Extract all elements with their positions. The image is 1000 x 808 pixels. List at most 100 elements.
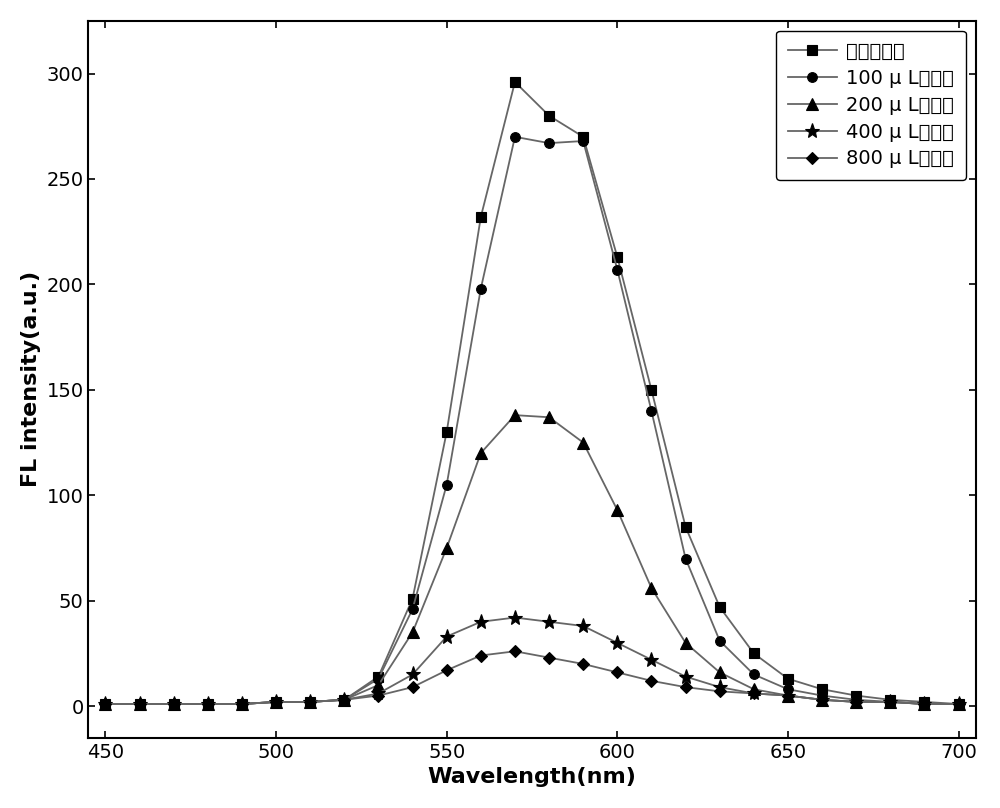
100 μ L绿原酸 [99, 699, 111, 709]
100 μ L绿原酸 [782, 684, 794, 694]
400 μ L绿原酸 [714, 682, 726, 692]
400 μ L绿原酸 [577, 621, 589, 631]
200 μ L绿原酸 [372, 680, 384, 690]
200 μ L绿原酸 [543, 412, 555, 422]
不加绿原酸 [236, 699, 248, 709]
400 μ L绿原酸 [134, 699, 146, 709]
200 μ L绿原酸 [884, 697, 896, 707]
400 μ L绿原酸 [168, 699, 180, 709]
100 μ L绿原酸 [475, 284, 487, 293]
Y-axis label: FL intensity(a.u.): FL intensity(a.u.) [21, 271, 41, 487]
不加绿原酸 [407, 594, 419, 604]
400 μ L绿原酸 [918, 699, 930, 709]
不加绿原酸 [748, 649, 760, 659]
800 μ L绿原酸 [372, 691, 384, 701]
Legend: 不加绿原酸, 100 μ L绿原酸, 200 μ L绿原酸, 400 μ L绿原酸, 800 μ L绿原酸: 不加绿原酸, 100 μ L绿原酸, 200 μ L绿原酸, 400 μ L绿原… [776, 31, 966, 180]
800 μ L绿原酸 [850, 697, 862, 707]
800 μ L绿原酸 [816, 695, 828, 705]
100 μ L绿原酸 [953, 699, 965, 709]
100 μ L绿原酸 [509, 132, 521, 141]
100 μ L绿原酸 [134, 699, 146, 709]
不加绿原酸 [270, 697, 282, 707]
200 μ L绿原酸 [99, 699, 111, 709]
400 μ L绿原酸 [543, 617, 555, 627]
100 μ L绿原酸 [372, 674, 384, 684]
200 μ L绿原酸 [680, 638, 692, 648]
不加绿原酸 [168, 699, 180, 709]
200 μ L绿原酸 [953, 699, 965, 709]
400 μ L绿原酸 [304, 697, 316, 707]
800 μ L绿原酸 [577, 659, 589, 669]
不加绿原酸 [134, 699, 146, 709]
800 μ L绿原酸 [714, 687, 726, 696]
Line: 不加绿原酸: 不加绿原酸 [101, 77, 963, 709]
不加绿原酸 [918, 697, 930, 707]
800 μ L绿原酸 [338, 695, 350, 705]
400 μ L绿原酸 [816, 695, 828, 705]
400 μ L绿原酸 [953, 699, 965, 709]
不加绿原酸 [953, 699, 965, 709]
400 μ L绿原酸 [270, 697, 282, 707]
800 μ L绿原酸 [918, 699, 930, 709]
不加绿原酸 [645, 385, 657, 394]
800 μ L绿原酸 [202, 699, 214, 709]
200 μ L绿原酸 [782, 691, 794, 701]
100 μ L绿原酸 [441, 480, 453, 490]
不加绿原酸 [372, 671, 384, 681]
200 μ L绿原酸 [645, 583, 657, 593]
100 μ L绿原酸 [270, 697, 282, 707]
200 μ L绿原酸 [407, 628, 419, 638]
200 μ L绿原酸 [748, 684, 760, 694]
100 μ L绿原酸 [884, 697, 896, 707]
不加绿原酸 [99, 699, 111, 709]
800 μ L绿原酸 [304, 697, 316, 707]
800 μ L绿原酸 [99, 699, 111, 709]
100 μ L绿原酸 [816, 691, 828, 701]
X-axis label: Wavelength(nm): Wavelength(nm) [428, 767, 636, 787]
800 μ L绿原酸 [645, 676, 657, 686]
400 μ L绿原酸 [748, 688, 760, 698]
100 μ L绿原酸 [407, 604, 419, 614]
100 μ L绿原酸 [680, 553, 692, 563]
400 μ L绿原酸 [680, 671, 692, 681]
400 μ L绿原酸 [99, 699, 111, 709]
800 μ L绿原酸 [270, 697, 282, 707]
不加绿原酸 [304, 697, 316, 707]
400 μ L绿原酸 [645, 655, 657, 665]
800 μ L绿原酸 [680, 682, 692, 692]
Line: 400 μ L绿原酸: 400 μ L绿原酸 [98, 610, 966, 712]
200 μ L绿原酸 [338, 695, 350, 705]
100 μ L绿原酸 [748, 670, 760, 680]
200 μ L绿原酸 [304, 697, 316, 707]
200 μ L绿原酸 [236, 699, 248, 709]
800 μ L绿原酸 [509, 646, 521, 656]
100 μ L绿原酸 [304, 697, 316, 707]
400 μ L绿原酸 [509, 612, 521, 622]
不加绿原酸 [714, 602, 726, 612]
不加绿原酸 [509, 77, 521, 86]
Line: 100 μ L绿原酸: 100 μ L绿原酸 [101, 132, 963, 709]
100 μ L绿原酸 [918, 699, 930, 709]
800 μ L绿原酸 [611, 667, 623, 677]
不加绿原酸 [611, 252, 623, 262]
400 μ L绿原酸 [850, 697, 862, 707]
400 μ L绿原酸 [202, 699, 214, 709]
100 μ L绿原酸 [714, 636, 726, 646]
100 μ L绿原酸 [168, 699, 180, 709]
不加绿原酸 [577, 132, 589, 141]
800 μ L绿原酸 [884, 697, 896, 707]
800 μ L绿原酸 [953, 699, 965, 709]
不加绿原酸 [884, 695, 896, 705]
800 μ L绿原酸 [475, 650, 487, 660]
Line: 800 μ L绿原酸: 800 μ L绿原酸 [101, 647, 963, 708]
100 μ L绿原酸 [202, 699, 214, 709]
100 μ L绿原酸 [543, 138, 555, 148]
200 μ L绿原酸 [577, 438, 589, 448]
不加绿原酸 [202, 699, 214, 709]
800 μ L绿原酸 [543, 653, 555, 663]
不加绿原酸 [441, 427, 453, 437]
200 μ L绿原酸 [850, 697, 862, 707]
200 μ L绿原酸 [441, 543, 453, 553]
100 μ L绿原酸 [236, 699, 248, 709]
不加绿原酸 [338, 695, 350, 705]
